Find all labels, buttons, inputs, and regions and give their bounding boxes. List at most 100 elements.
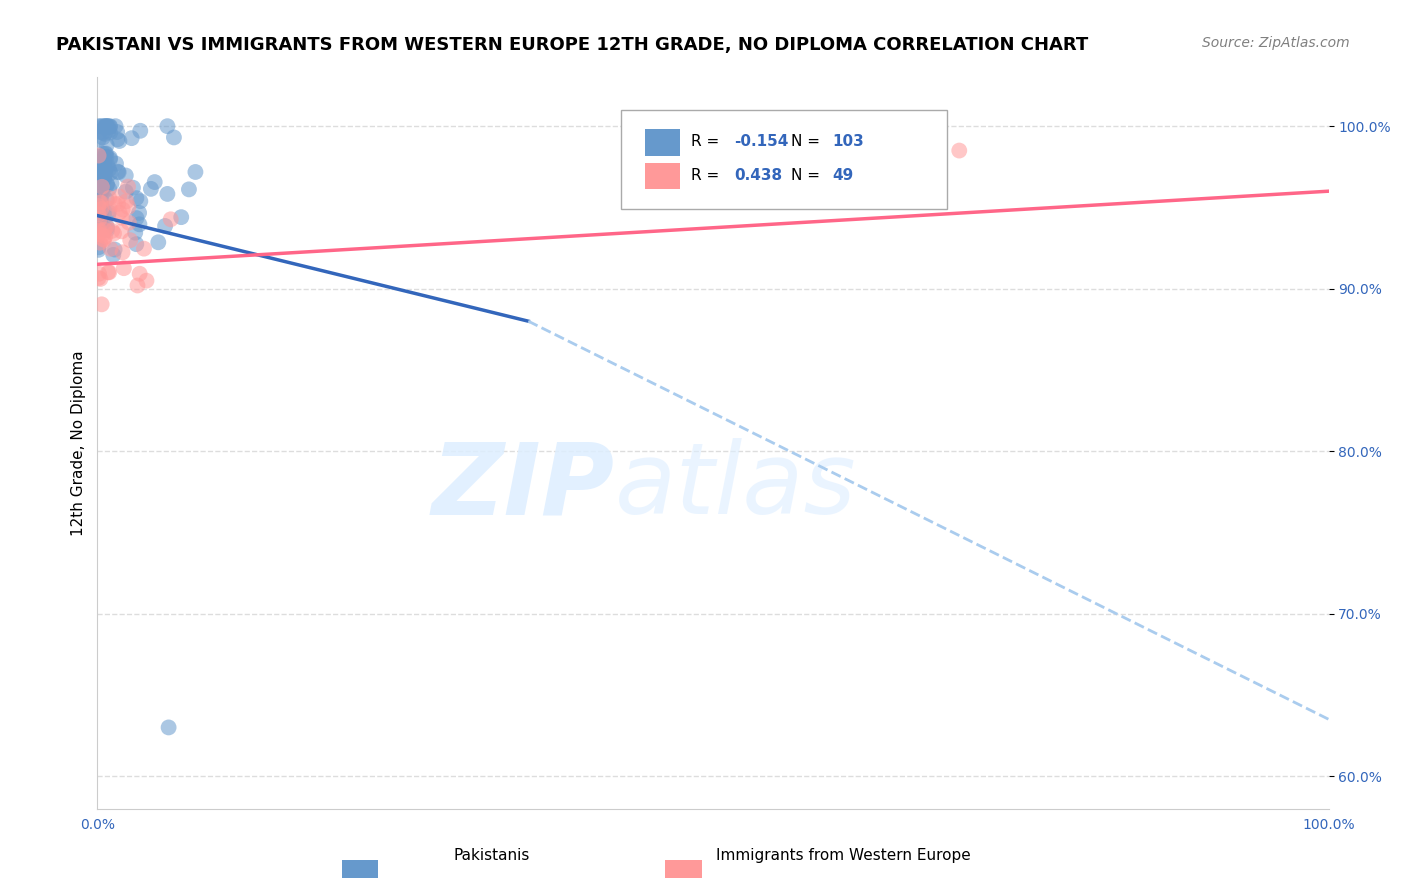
Point (90, 196, 112, 211)
Point (87, 240, 110, 254)
Point (108, 205, 131, 219)
Point (94, 127, 117, 141)
Point (101, 224, 124, 238)
Point (87, 271, 110, 285)
Point (125, 211, 148, 226)
Point (87, 148, 110, 162)
Point (96, 138, 118, 153)
Point (87, 227, 110, 242)
Point (156, 186, 179, 201)
Point (121, 131, 143, 145)
Point (107, 165, 129, 179)
FancyBboxPatch shape (645, 163, 679, 189)
Point (89, 194, 111, 209)
Point (94, 119, 117, 133)
Point (90, 179, 112, 194)
Point (89, 190, 111, 204)
Text: 0.438: 0.438 (734, 168, 782, 183)
Point (94, 162, 117, 177)
Point (89, 272, 111, 286)
Point (91, 186, 114, 200)
Point (125, 237, 148, 252)
Point (89, 169, 111, 183)
Point (90, 184, 112, 198)
Point (94, 229, 117, 244)
Point (125, 191, 148, 205)
Point (87, 222, 110, 236)
Point (87, 119, 110, 133)
Point (143, 175, 166, 189)
Point (94, 119, 117, 133)
Point (93, 207, 115, 221)
Text: PAKISTANI VS IMMIGRANTS FROM WESTERN EUROPE 12TH GRADE, NO DIPLOMA CORRELATION C: PAKISTANI VS IMMIGRANTS FROM WESTERN EUR… (56, 36, 1088, 54)
Point (128, 206, 150, 220)
Point (107, 132, 129, 146)
Point (117, 200, 139, 214)
Point (163, 130, 186, 145)
Point (98, 151, 121, 165)
Point (87, 176, 110, 190)
Point (87, 133, 110, 147)
Text: atlas: atlas (614, 439, 856, 535)
Point (93, 233, 115, 247)
Point (111, 202, 134, 217)
Point (120, 233, 142, 247)
Point (87, 162, 110, 177)
Point (104, 119, 127, 133)
Point (98, 181, 121, 195)
Point (93, 158, 115, 172)
Point (97, 119, 120, 133)
Point (89, 214, 111, 228)
Point (87, 207, 110, 221)
Text: 103: 103 (832, 135, 865, 149)
Point (90, 119, 112, 133)
Text: Immigrants from Western Europe: Immigrants from Western Europe (716, 848, 972, 863)
Point (90, 202, 112, 216)
Point (128, 217, 150, 231)
Text: -0.154: -0.154 (734, 135, 789, 149)
Point (111, 211, 134, 225)
Point (90, 196, 112, 211)
Point (90, 173, 112, 187)
Point (96, 150, 118, 164)
Point (114, 185, 136, 199)
Point (105, 156, 128, 170)
Point (108, 189, 131, 203)
Point (148, 235, 170, 250)
Point (115, 194, 138, 209)
Point (90, 193, 112, 207)
Point (948, 144, 970, 158)
Point (89, 201, 111, 215)
Point (87, 199, 110, 213)
Point (91, 228, 114, 243)
Point (114, 169, 136, 183)
Point (87, 267, 110, 281)
Point (107, 165, 129, 179)
Point (93, 169, 115, 184)
Text: 49: 49 (832, 168, 853, 183)
Point (153, 219, 176, 233)
Point (98, 162, 121, 177)
Point (177, 182, 200, 196)
Point (107, 197, 129, 211)
Point (98, 120, 121, 134)
Point (91, 119, 114, 133)
Text: R =: R = (690, 135, 724, 149)
Point (90, 195, 112, 210)
Point (97, 205, 120, 219)
Point (90, 169, 112, 183)
Point (112, 261, 135, 276)
Point (118, 216, 141, 230)
Point (91, 160, 114, 174)
Point (94, 166, 117, 180)
FancyBboxPatch shape (645, 129, 679, 156)
Point (132, 242, 155, 256)
Point (87, 243, 110, 257)
Point (94, 147, 117, 161)
Point (96, 219, 118, 234)
Point (98, 202, 121, 216)
Point (91, 157, 114, 171)
Point (103, 197, 125, 211)
Point (91, 146, 114, 161)
Point (103, 248, 125, 262)
